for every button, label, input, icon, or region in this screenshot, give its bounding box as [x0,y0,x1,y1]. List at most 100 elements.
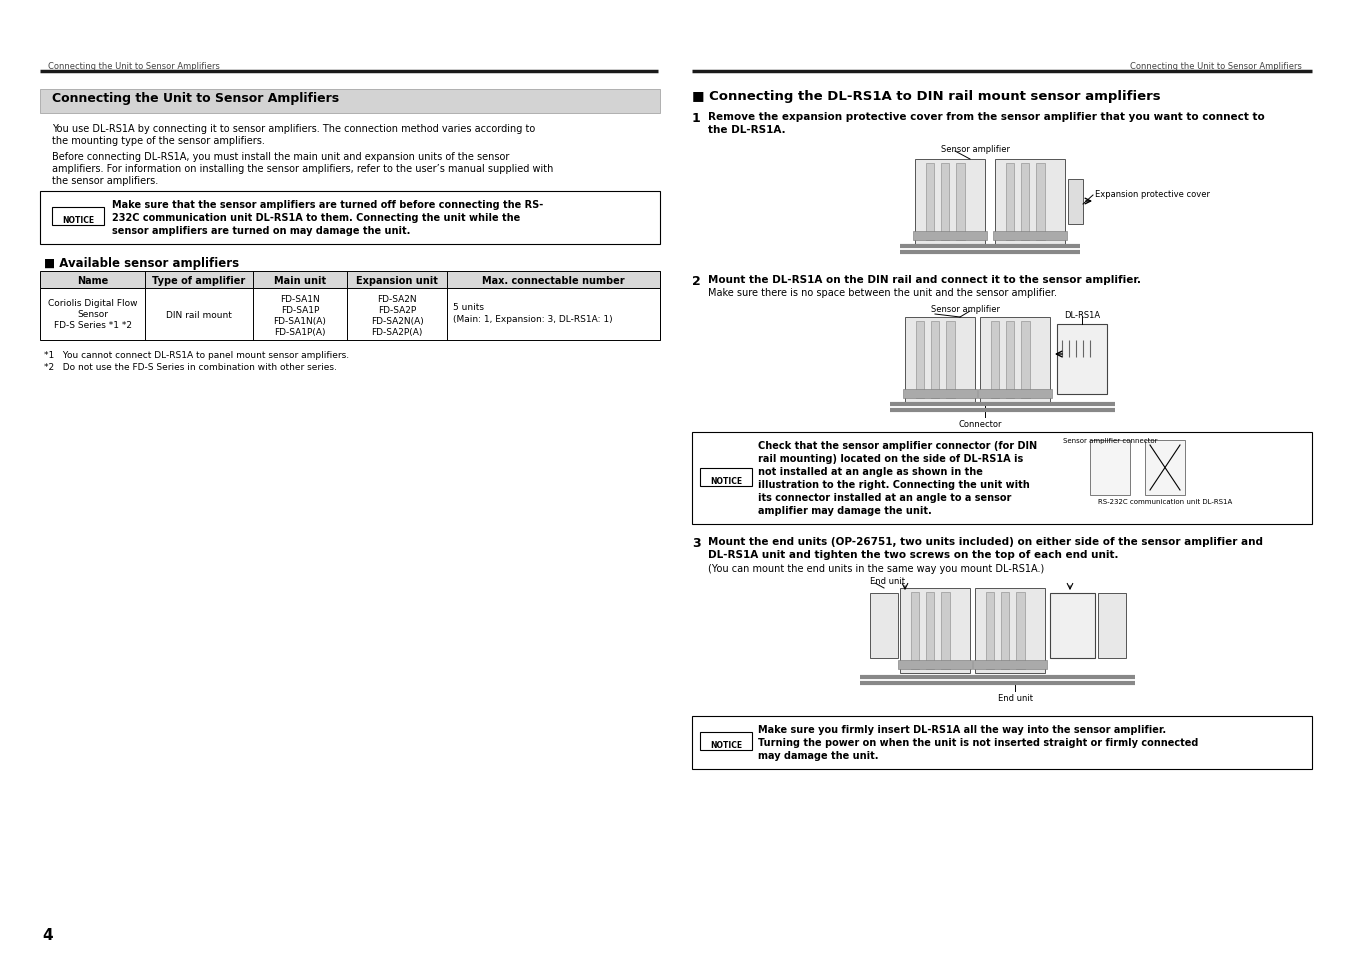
Text: Check that the sensor amplifier connector (for DIN: Check that the sensor amplifier connecto… [758,440,1037,451]
Bar [898,660,972,669]
Text: Connector: Connector [959,419,1002,429]
Text: Main unit: Main unit [274,275,326,286]
Bar [991,322,999,398]
Bar [992,232,1067,240]
Bar [1057,325,1107,395]
Bar [1090,440,1130,496]
Text: FD-SA2P: FD-SA2P [377,306,416,314]
Bar [1021,164,1029,240]
Bar [41,272,660,289]
Text: amplifier may damage the unit.: amplifier may damage the unit. [758,505,932,516]
Text: Sensor amplifier: Sensor amplifier [941,145,1010,153]
Bar [913,232,987,240]
Text: FD-SA1N(A): FD-SA1N(A) [273,316,326,326]
Text: NOTICE: NOTICE [710,476,742,485]
Text: Before connecting DL-RS1A, you must install the main unit and expansion units of: Before connecting DL-RS1A, you must inst… [51,152,510,162]
Text: You use DL-RS1A by connecting it to sensor amplifiers. The connection method var: You use DL-RS1A by connecting it to sens… [51,124,535,133]
Bar [903,390,977,398]
Text: Mount the end units (OP-26751, two units included) on either side of the sensor : Mount the end units (OP-26751, two units… [708,537,1263,546]
Bar [1051,594,1095,659]
Bar [980,317,1051,402]
Bar [904,317,975,402]
Bar [1021,322,1030,398]
Bar [41,90,660,113]
Text: 2: 2 [692,274,700,288]
Bar [700,732,752,750]
Bar [910,593,919,669]
Bar [1036,164,1045,240]
Text: FD-SA2N(A): FD-SA2N(A) [370,316,423,326]
Bar [41,289,660,340]
Bar [932,322,940,398]
Text: (You can mount the end units in the same way you mount DL-RS1A.): (You can mount the end units in the same… [708,563,1044,574]
Text: Turning the power on when the unit is not inserted straight or firmly connected: Turning the power on when the unit is no… [758,738,1198,747]
Text: Max. connectable number: Max. connectable number [483,275,625,286]
Text: Sensor: Sensor [77,310,108,318]
Text: NOTICE: NOTICE [62,215,95,225]
Bar [1068,180,1083,225]
Bar [869,594,898,659]
Text: FD-SA2N: FD-SA2N [377,294,416,304]
Bar [926,593,934,669]
Bar [700,469,752,486]
Bar [51,208,104,226]
Text: its connector installed at an angle to a sensor: its connector installed at an angle to a… [758,493,1011,502]
Text: 4: 4 [42,927,53,942]
Text: NOTICE: NOTICE [710,740,742,749]
Text: RS-232C communication unit DL-RS1A: RS-232C communication unit DL-RS1A [1098,498,1232,504]
Bar [973,660,1046,669]
Text: 5 units: 5 units [453,303,484,312]
Text: DL-RS1A: DL-RS1A [1064,311,1101,319]
Text: End unit: End unit [998,693,1033,702]
Text: Type of amplifier: Type of amplifier [153,275,246,286]
Text: Connecting the Unit to Sensor Amplifiers: Connecting the Unit to Sensor Amplifiers [1130,62,1302,71]
Text: sensor amplifiers are turned on may damage the unit.: sensor amplifiers are turned on may dama… [112,226,411,235]
Text: Make sure you firmly insert DL-RS1A all the way into the sensor amplifier.: Make sure you firmly insert DL-RS1A all … [758,724,1167,734]
Bar [956,164,965,240]
Bar [1006,322,1014,398]
Text: Expansion unit: Expansion unit [356,275,438,286]
Bar [1000,593,1010,669]
Bar [941,164,949,240]
Text: not installed at an angle as shown in the: not installed at an angle as shown in th… [758,467,983,476]
Bar [995,160,1065,245]
Text: rail mounting) located on the side of DL-RS1A is: rail mounting) located on the side of DL… [758,454,1023,463]
Text: Make sure there is no space between the unit and the sensor amplifier.: Make sure there is no space between the … [708,288,1057,297]
Bar [986,593,994,669]
Text: the sensor amplifiers.: the sensor amplifiers. [51,175,158,186]
Text: Sensor amplifier connector: Sensor amplifier connector [1063,437,1157,443]
Text: amplifiers. For information on installing the sensor amplifiers, refer to the us: amplifiers. For information on installin… [51,164,553,173]
Bar [1006,164,1014,240]
Text: Sensor amplifier: Sensor amplifier [930,305,999,314]
Text: ■ Connecting the DL-RS1A to DIN rail mount sensor amplifiers: ■ Connecting the DL-RS1A to DIN rail mou… [692,90,1160,103]
Text: *1   You cannot connect DL-RS1A to panel mount sensor amplifiers.: *1 You cannot connect DL-RS1A to panel m… [45,351,349,359]
Text: End unit: End unit [869,577,904,585]
Text: the DL-RS1A.: the DL-RS1A. [708,125,786,135]
Text: Mount the DL-RS1A on the DIN rail and connect it to the sensor amplifier.: Mount the DL-RS1A on the DIN rail and co… [708,274,1141,285]
Text: FD-SA1P(A): FD-SA1P(A) [274,328,326,336]
Text: DIN rail mount: DIN rail mount [166,311,233,319]
Text: Expansion protective cover: Expansion protective cover [1095,190,1210,199]
Bar [915,322,923,398]
Text: Make sure that the sensor amplifiers are turned off before connecting the RS-: Make sure that the sensor amplifiers are… [112,200,544,210]
Bar [977,390,1052,398]
Text: Remove the expansion protective cover from the sensor amplifier that you want to: Remove the expansion protective cover fr… [708,112,1264,122]
Bar [926,164,934,240]
Text: DL-RS1A unit and tighten the two screws on the top of each end unit.: DL-RS1A unit and tighten the two screws … [708,550,1118,559]
Text: FD-S Series *1 *2: FD-S Series *1 *2 [54,320,131,330]
Bar [900,588,969,673]
Text: Coriolis Digital Flow: Coriolis Digital Flow [47,298,138,308]
Bar [975,588,1045,673]
Text: Connecting the Unit to Sensor Amplifiers: Connecting the Unit to Sensor Amplifiers [49,62,220,71]
Text: FD-SA1P: FD-SA1P [281,306,319,314]
Text: 1: 1 [692,112,700,125]
Text: 232C communication unit DL-RS1A to them. Connecting the unit while the: 232C communication unit DL-RS1A to them.… [112,213,521,223]
Bar [941,593,949,669]
Bar [1145,440,1184,496]
Bar [1098,594,1126,659]
Text: FD-SA1N: FD-SA1N [280,294,320,304]
Bar [692,717,1311,769]
Bar [946,322,955,398]
Bar [1017,593,1025,669]
Bar [41,192,660,245]
